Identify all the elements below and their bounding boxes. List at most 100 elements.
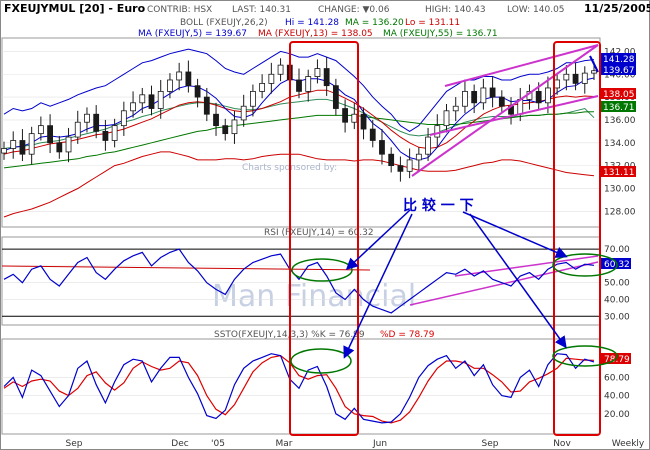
candle-body [360, 113, 367, 130]
candle-body [305, 76, 312, 92]
x-axis: Sep Dec '05 Mar Jun Sep Nov Weekly [66, 439, 645, 449]
price-value-badges: 139.67 141.28 138.05 136.71 131.11 [601, 53, 636, 178]
candle-body [591, 70, 597, 74]
rsi-legend: RSI (FXEUJY,14) = 60.32 [264, 228, 374, 238]
ssto-k-line [3, 353, 595, 424]
candle-body [203, 96, 210, 115]
arrow-to-ssto-mar [343, 213, 413, 359]
candle-body [213, 113, 219, 127]
boll-legend-hi: Hi = 141.28 [285, 18, 339, 28]
price-tick-label: 142.00 [604, 47, 636, 57]
candle-body [47, 125, 53, 144]
boll-upper-line [3, 48, 595, 132]
x-tick-label: Weekly [612, 439, 645, 449]
x-tick-label: Mar [276, 439, 293, 449]
brand-watermark: Man Financial [212, 279, 416, 314]
rsi-trend-purple-2 [454, 255, 599, 277]
badge-boll-lo [601, 166, 636, 177]
candle-body [415, 153, 422, 161]
candle-body [406, 159, 413, 172]
ellipse-ssto-nov [552, 345, 618, 367]
candle-body [462, 90, 468, 107]
badge-ma55-text: 136.71 [603, 103, 635, 113]
candle-body [102, 130, 109, 141]
candle-body [176, 71, 183, 81]
ma13-legend: MA (FXEUJY,13) = 138.05 [258, 29, 373, 39]
candle-body [379, 140, 385, 155]
candlesticks [1, 55, 597, 182]
candle-body [130, 102, 136, 112]
low-label: LOW: 140.05 [507, 5, 565, 15]
rsi-tick-label: 70.00 [604, 245, 630, 255]
candle-body [250, 90, 256, 107]
price-tick-label: 128.00 [604, 207, 636, 217]
boll-lower-line [3, 151, 595, 218]
candle-body [351, 113, 358, 123]
rsi-tick-label: 50.00 [604, 279, 630, 289]
candle-body [19, 140, 26, 155]
candle-body [554, 79, 561, 89]
ssto-tick-label: 20.00 [604, 410, 630, 420]
rsi-line [3, 248, 595, 314]
badge-ma5 [601, 64, 636, 75]
candle-body [342, 108, 348, 123]
candle-body [323, 68, 330, 87]
candle-body [268, 73, 275, 84]
ssto-tick-label: 60.00 [604, 373, 630, 383]
candle-body [332, 85, 339, 109]
rsi-gridlines [2, 248, 600, 317]
badge-boll-hi-text: 141.28 [603, 55, 635, 65]
ssto-axis: 20.00 40.00 60.00 [604, 373, 630, 419]
candle-body [535, 90, 542, 104]
ssto-tick-label: 40.00 [604, 392, 630, 402]
candle-body [148, 94, 155, 109]
ellipse-ssto-mar [290, 348, 352, 374]
arrow-to-rsi-mar [345, 209, 411, 271]
badge-boll-hi [601, 53, 636, 64]
highlight-box-mar [289, 41, 359, 436]
date-label: 11/25/2005 [584, 2, 650, 15]
x-tick-label: Jun [372, 439, 387, 449]
boll-legend-prefix: BOLL (FXEUJY,26,2) [180, 18, 268, 28]
x-tick-label: '05 [211, 439, 225, 449]
candle-body [194, 85, 201, 98]
x-tick-label: Dec [171, 439, 188, 449]
candle-body [139, 94, 146, 104]
candle-body [65, 136, 72, 153]
candle-body [167, 79, 173, 92]
arrow-to-rsi-nov [462, 211, 568, 258]
candle-body [1, 148, 7, 154]
trend-line-lower [429, 95, 599, 136]
badge-ma55 [601, 101, 636, 112]
candle-body [259, 82, 266, 92]
ssto-legend-d: %D = 78.79 [380, 330, 435, 340]
candle-body [185, 71, 192, 87]
candle-body [10, 140, 17, 149]
candle-body [572, 73, 579, 84]
boll-legend-ma: MA = 136.20 [345, 18, 404, 28]
symbol-title: FXEUJYMUL [20] - Euro [4, 2, 146, 15]
price-arrow-stroke [589, 55, 599, 73]
candle-body [581, 72, 588, 84]
price-tick-label: 136.00 [604, 116, 636, 126]
candle-body [74, 121, 81, 138]
candle-body [240, 105, 247, 121]
candle-body [56, 142, 63, 153]
x-tick-label: Sep [66, 439, 83, 449]
price-tick-label: 140.00 [604, 70, 636, 80]
candle-body [434, 125, 441, 138]
badge-ma5-text: 139.67 [603, 66, 635, 76]
candle-body [563, 73, 570, 81]
candle-body [120, 110, 127, 127]
candle-body [111, 125, 118, 141]
header-bar [1, 1, 649, 15]
candle-body [157, 90, 164, 109]
candle-body [471, 90, 478, 104]
badge-ma13-text: 138.05 [603, 90, 635, 100]
arrow-to-ssto-nov [469, 213, 567, 349]
price-tick-label: 130.00 [604, 184, 636, 194]
x-tick-label: Sep [482, 439, 499, 449]
candle-body [37, 125, 44, 135]
